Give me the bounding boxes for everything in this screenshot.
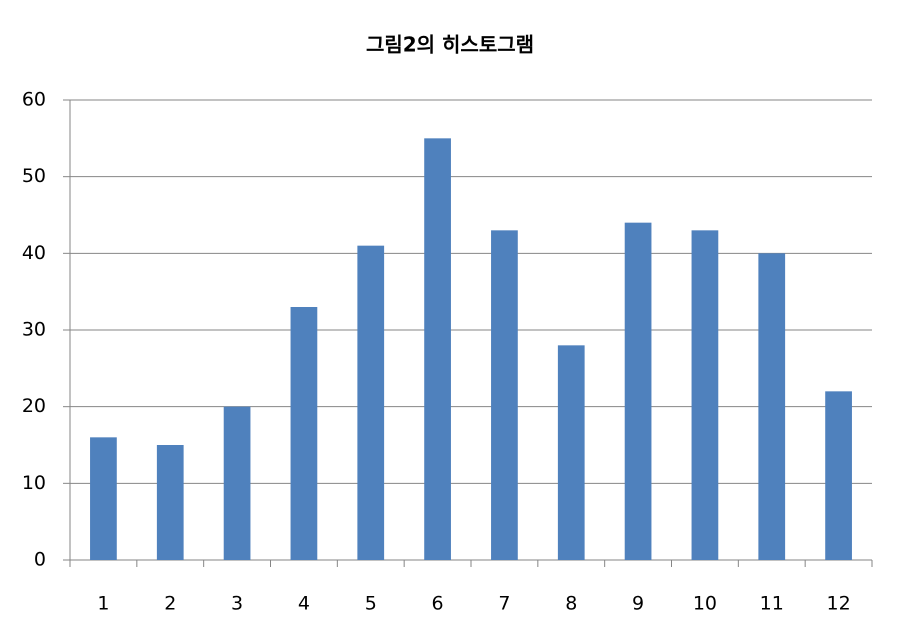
x-tick-label: 2 [164,593,176,615]
bar [357,245,385,560]
y-tick-label: 20 [22,395,46,417]
bar [223,406,251,560]
bar [691,230,719,561]
y-tick-label: 40 [22,242,46,264]
y-tick-label: 30 [22,319,46,341]
bar [290,307,318,560]
y-tick-label: 10 [22,472,46,494]
x-tick-label: 10 [693,593,717,615]
x-tick-label: 9 [632,593,644,615]
x-tick-label: 7 [498,593,510,615]
y-tick-label: 60 [22,89,46,111]
x-tick-label: 12 [826,593,850,615]
y-tick-label: 50 [22,165,46,187]
x-tick-label: 4 [298,593,310,615]
x-tick-label: 6 [432,593,444,615]
bar [825,391,852,560]
x-tick-label: 11 [760,593,784,615]
bar [424,138,451,561]
bar [557,345,585,560]
bar [758,253,786,561]
chart-title: 그림2의 히스토그램 [366,33,534,57]
bar [156,445,184,560]
bar [624,222,652,560]
bar [90,437,117,560]
y-tick-label: 0 [34,549,46,571]
x-tick-label: 3 [231,593,243,615]
x-tick-label: 5 [365,593,377,615]
x-tick-label: 1 [97,593,109,615]
x-tick-label: 8 [565,593,577,615]
bar [491,230,518,561]
